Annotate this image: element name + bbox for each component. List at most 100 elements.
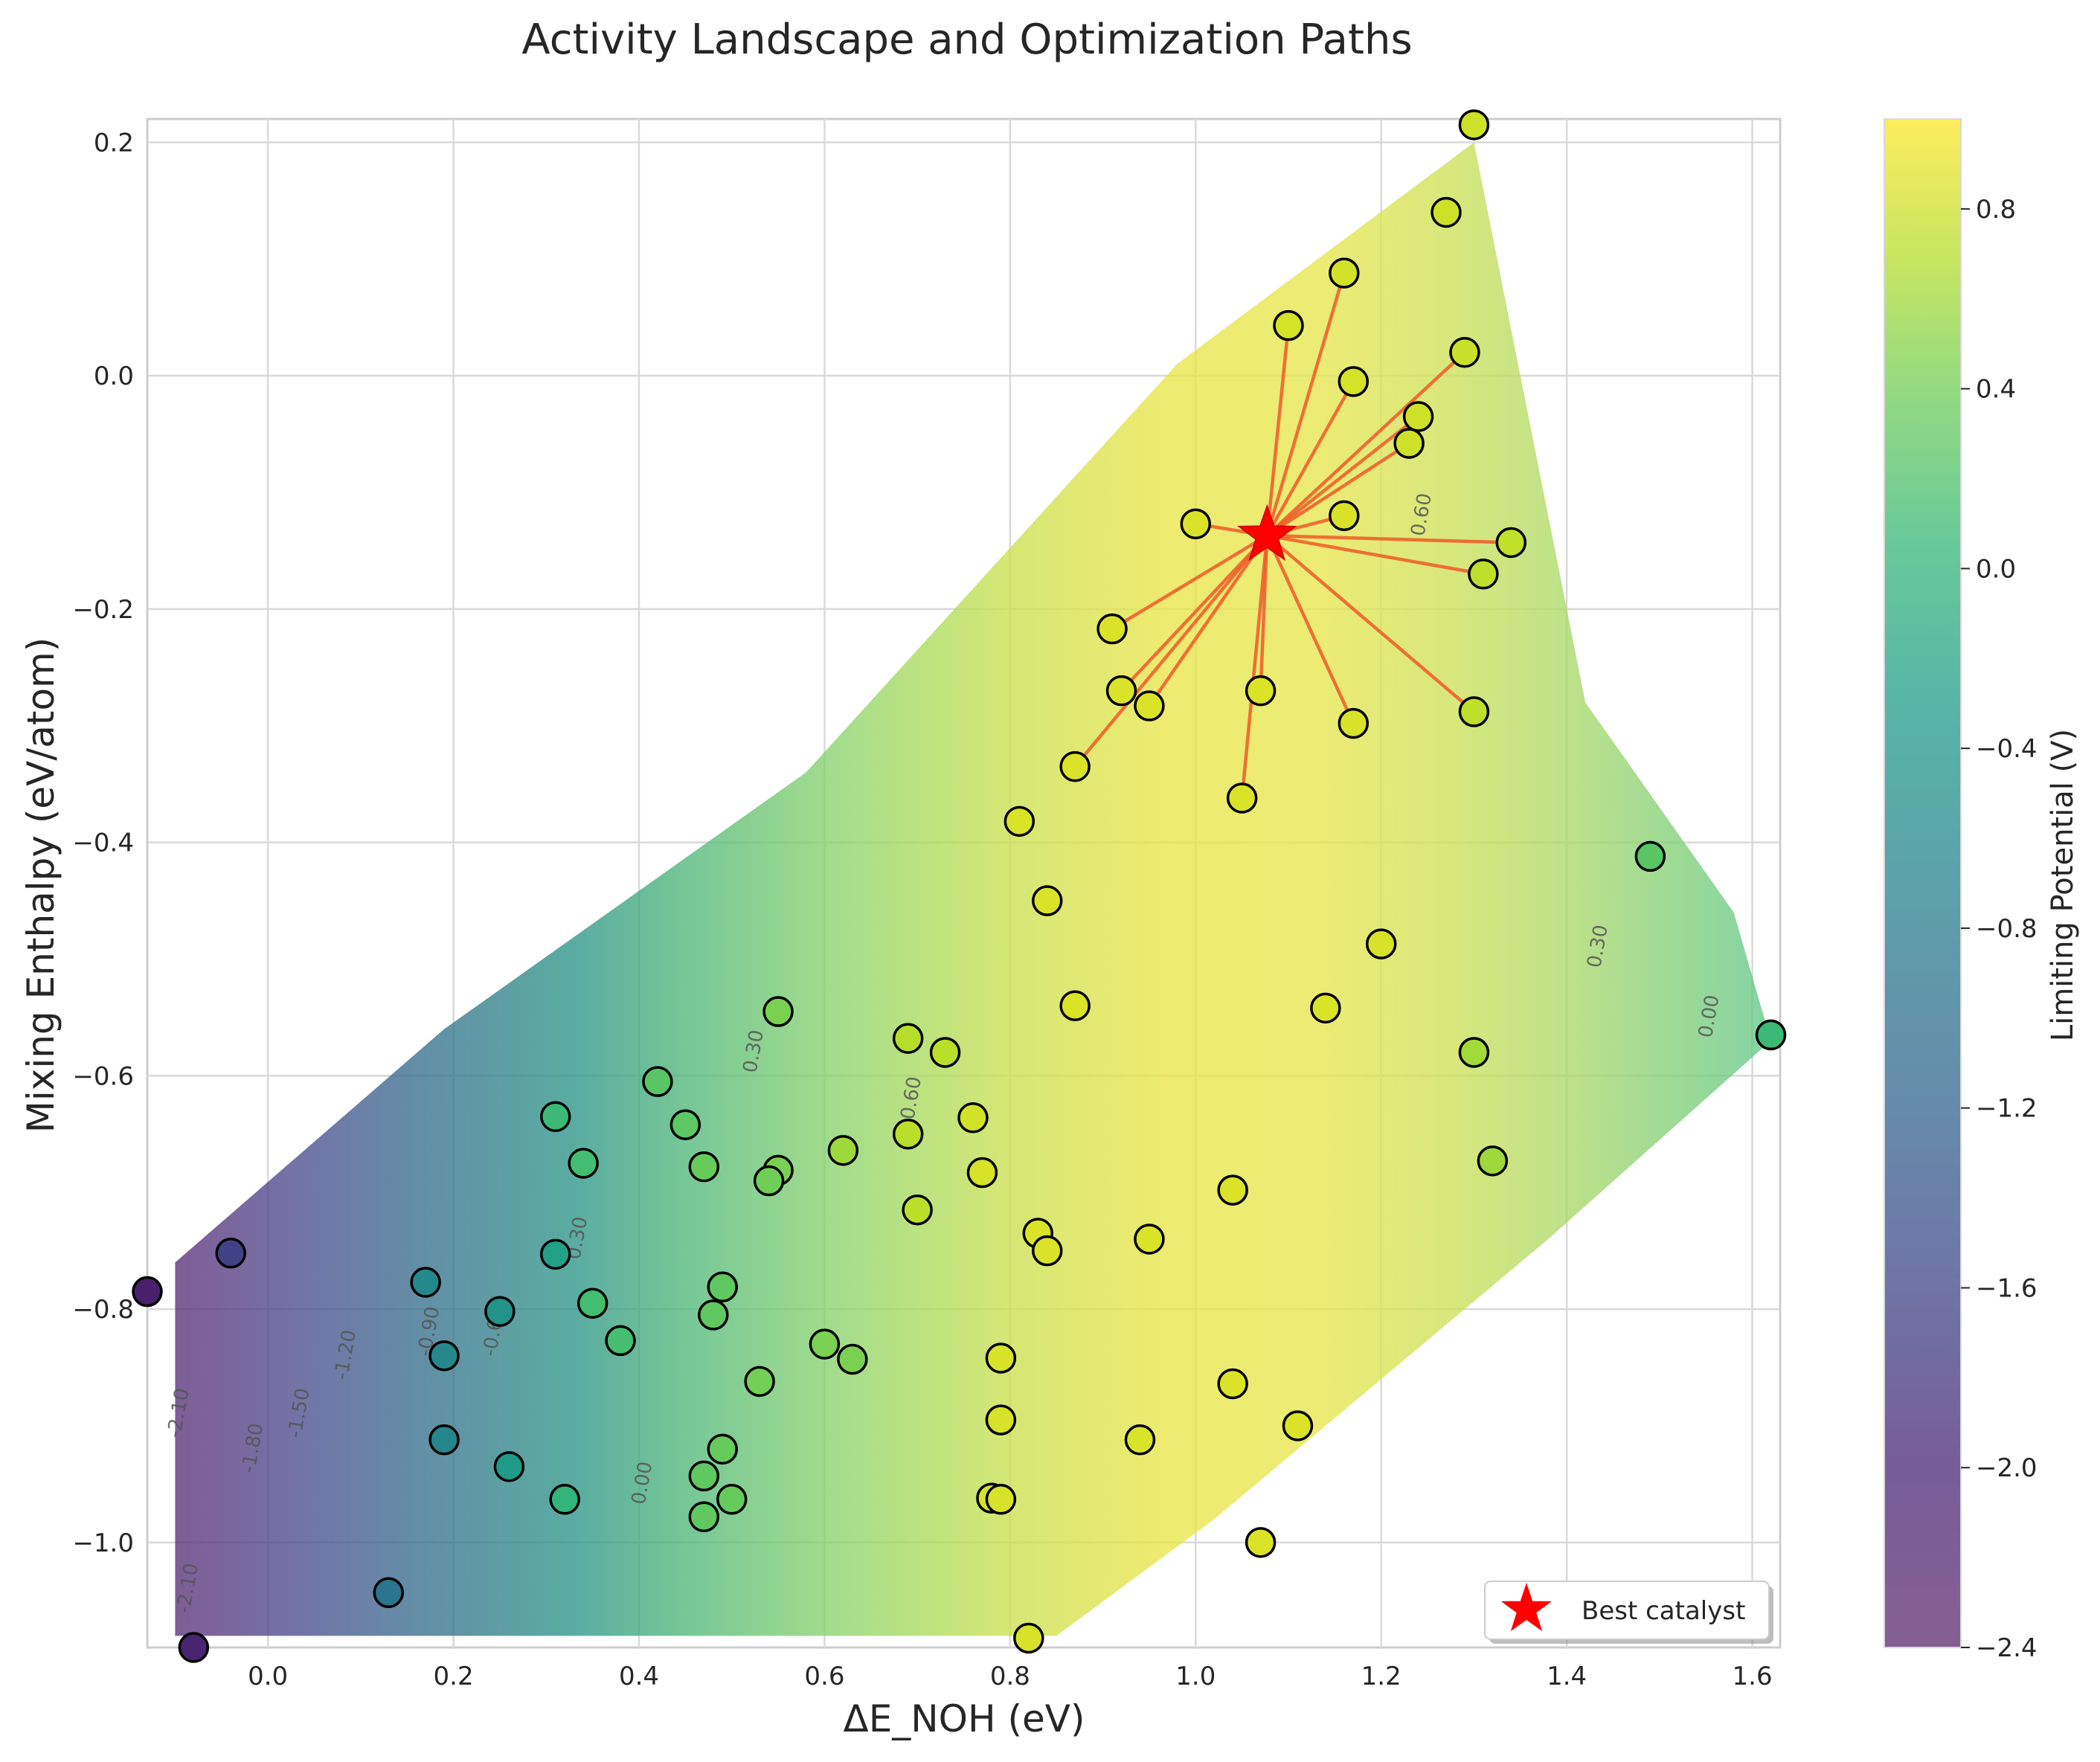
optimization-path-line — [1265, 325, 1291, 536]
catalyst-point — [1096, 613, 1128, 645]
catalyst-point — [1329, 500, 1360, 532]
optimization-path-line — [1265, 415, 1419, 537]
catalyst-point — [688, 1460, 720, 1492]
colorbar-tick-label: −0.8 — [1976, 914, 2038, 944]
legend: Best catalyst — [1484, 1581, 1773, 1644]
catalyst-point — [1059, 750, 1091, 782]
catalyst-point — [1755, 1019, 1787, 1051]
optimization-path-line — [1266, 533, 1484, 576]
catalyst-point — [827, 1134, 859, 1166]
catalyst-point — [1059, 990, 1091, 1021]
legend-star-icon — [1500, 1583, 1552, 1632]
colorbar — [1884, 118, 1962, 1648]
catalyst-point — [428, 1424, 460, 1456]
catalyst-point — [1458, 696, 1490, 727]
x-tick-label: 0.0 — [248, 1662, 288, 1691]
colorbar-tick-label: −1.6 — [1976, 1273, 2038, 1303]
catalyst-point — [1217, 1368, 1248, 1400]
catalyst-point — [1393, 428, 1425, 459]
colorbar-tick-label: −0.4 — [1976, 734, 2038, 764]
catalyst-point — [1180, 508, 1212, 540]
catalyst-point — [1105, 675, 1137, 707]
catalyst-point — [410, 1267, 441, 1298]
catalyst-point — [1634, 840, 1666, 872]
catalyst-point — [1365, 928, 1397, 959]
catalyst-point — [132, 1276, 163, 1308]
catalyst-point — [1031, 885, 1063, 916]
catalyst-point — [605, 1325, 636, 1357]
catalyst-point — [178, 1632, 210, 1663]
optimization-path-line — [1148, 534, 1269, 707]
catalyst-point — [957, 1102, 989, 1134]
chart-title: Activity Landscape and Optimization Path… — [521, 16, 1412, 64]
y-tick-label: 0.2 — [94, 128, 134, 158]
contour-surface-group — [175, 142, 1771, 1636]
best-catalyst-star — [1237, 504, 1297, 562]
legend-frame — [1484, 1581, 1770, 1640]
x-tick-label: 0.2 — [434, 1662, 474, 1691]
optimization-path-line — [1073, 534, 1269, 768]
catalyst-point — [1134, 690, 1165, 721]
x-tick-label: 1.0 — [1175, 1662, 1216, 1691]
y-tick-label: −0.2 — [72, 595, 134, 625]
y-tick-label: −0.4 — [72, 829, 134, 858]
catalyst-point — [1004, 806, 1035, 837]
colorbar-label: Limiting Potential (V) — [2046, 729, 2080, 1041]
catalyst-point — [744, 1366, 775, 1398]
x-tick-group: 0.0 0.2 0.4 0.6 0.8 1.0 1.2 1.4 1.6 — [248, 1662, 1773, 1691]
y-tick-group: −1.0 −0.8 −0.6 −0.4 −0.2 0.0 0.2 — [72, 128, 134, 1557]
catalyst-point — [1013, 1622, 1044, 1654]
contour-surface — [175, 142, 1771, 1636]
y-tick-label: −0.8 — [72, 1295, 134, 1325]
catalyst-point — [707, 1433, 738, 1465]
catalyst-point-group — [132, 109, 1787, 1663]
catalyst-point — [902, 1194, 933, 1226]
catalyst-point — [1495, 527, 1527, 559]
catalyst-point — [577, 1287, 609, 1319]
catalyst-point — [966, 1157, 998, 1189]
catalyst-point — [1338, 707, 1370, 739]
catalyst-point — [1282, 1410, 1314, 1441]
catalyst-point — [484, 1296, 516, 1327]
colorbar-tick-label: −2.0 — [1976, 1453, 2038, 1483]
catalyst-point — [716, 1484, 748, 1515]
colorbar-tick-group: −2.4 −2.0 −1.6 −1.2 −0.8 −0.4 0.0 0.4 0.8 — [1961, 195, 2038, 1663]
catalyst-point — [1477, 1145, 1509, 1177]
catalyst-point — [215, 1238, 246, 1269]
catalyst-point — [1329, 257, 1360, 289]
catalyst-point — [707, 1271, 738, 1303]
catalyst-point — [1449, 336, 1480, 368]
catalyst-point — [1402, 401, 1434, 432]
y-axis-label: Mixing Enthalpy (eV/atom) — [19, 637, 62, 1134]
colorbar-tick-label: 0.8 — [1976, 195, 2016, 225]
catalyst-point — [985, 1484, 1017, 1515]
optimization-path-group — [1073, 272, 1512, 799]
catalyst-point — [1134, 1224, 1165, 1255]
catalyst-point — [1245, 1527, 1277, 1558]
catalyst-point — [1226, 782, 1258, 814]
optimization-path-line — [1265, 535, 1355, 724]
x-tick-label: 1.2 — [1361, 1662, 1401, 1691]
x-tick-label: 0.8 — [990, 1662, 1030, 1691]
catalyst-point — [1124, 1424, 1156, 1456]
catalyst-point — [837, 1343, 868, 1375]
x-tick-label: 1.4 — [1547, 1662, 1587, 1691]
catalyst-point — [1031, 1235, 1063, 1267]
catalyst-point — [642, 1066, 673, 1097]
optimization-path-line — [1267, 533, 1512, 544]
catalyst-point — [1338, 366, 1370, 397]
y-tick-label: 0.0 — [94, 361, 134, 391]
catalyst-point — [493, 1451, 525, 1482]
colorbar-tick-label: −1.2 — [1976, 1094, 2038, 1124]
catalyst-point — [428, 1340, 460, 1372]
best-catalyst-group — [1237, 504, 1297, 562]
catalyst-point — [540, 1238, 571, 1270]
catalyst-point — [892, 1023, 924, 1054]
catalyst-point — [1217, 1174, 1248, 1206]
x-axis-label: ΔE_NOH (eV) — [843, 1697, 1085, 1740]
catalyst-point — [753, 1165, 785, 1197]
catalyst-point — [1468, 559, 1499, 590]
colorbar-tick-label: −2.4 — [1976, 1633, 2038, 1663]
catalyst-point — [373, 1577, 405, 1609]
